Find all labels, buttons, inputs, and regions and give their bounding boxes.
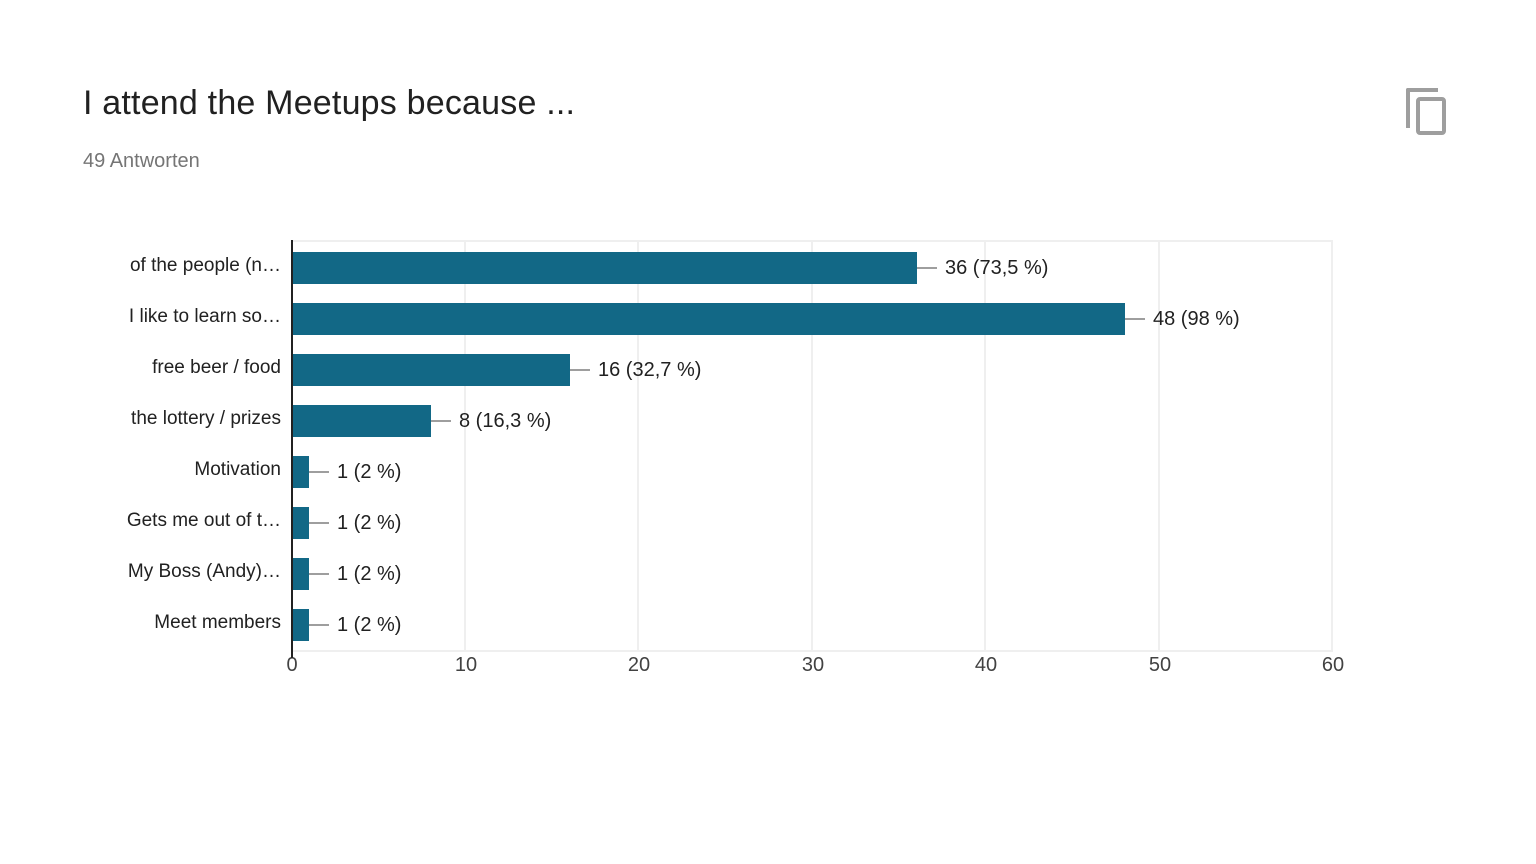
gridline <box>464 242 466 650</box>
gridline <box>1331 242 1333 650</box>
category-label: free beer / food <box>152 356 281 378</box>
leader-line <box>309 522 329 524</box>
copy-icon-back-sheet <box>1406 88 1438 128</box>
leader-line <box>570 369 590 371</box>
category-label: I like to learn so… <box>128 305 281 327</box>
response-count: 49 Antworten <box>83 150 200 172</box>
x-tick-label: 50 <box>1148 654 1172 676</box>
leader-line <box>309 471 329 473</box>
bar <box>292 303 1125 335</box>
value-label: 48 (98 %) <box>1153 308 1240 330</box>
bar <box>292 609 309 641</box>
x-axis: 0 10 20 30 40 50 60 <box>0 654 1536 694</box>
y-axis-line <box>291 240 293 658</box>
x-tick-label: 0 <box>286 654 298 676</box>
value-label: 36 (73,5 %) <box>945 257 1049 279</box>
value-label: 16 (32,7 %) <box>598 359 702 381</box>
category-label: of the people (n… <box>129 254 281 276</box>
bar <box>292 507 309 539</box>
bar <box>292 405 431 437</box>
x-tick-label: 30 <box>801 654 825 676</box>
plot-area: 36 (73,5 %) 48 (98 %) 16 (32,7 %) 8 (16,3 %… <box>292 240 1333 652</box>
bar <box>292 252 917 284</box>
gridline <box>637 242 639 650</box>
value-label: 8 (16,3 %) <box>459 410 552 432</box>
leader-line <box>309 573 329 575</box>
category-label: the lottery / prizes <box>131 407 281 429</box>
gridline <box>984 242 986 650</box>
x-tick-label: 40 <box>974 654 998 676</box>
leader-line <box>431 420 451 422</box>
bar <box>292 456 309 488</box>
category-label: Meet members <box>154 611 281 633</box>
category-label: Gets me out of t… <box>126 509 281 531</box>
leader-line <box>1125 318 1145 320</box>
bar <box>292 558 309 590</box>
value-label: 1 (2 %) <box>337 563 402 585</box>
copy-icon[interactable] <box>1406 88 1452 140</box>
bar-chart: 36 (73,5 %) 48 (98 %) 16 (32,7 %) 8 (16,3 %… <box>0 240 1536 710</box>
page-title: I attend the Meetups because ... <box>83 84 576 122</box>
leader-line <box>309 624 329 626</box>
value-label: 1 (2 %) <box>337 512 402 534</box>
value-label: 1 (2 %) <box>337 614 402 636</box>
x-tick-label: 20 <box>627 654 651 676</box>
gridline <box>1158 242 1160 650</box>
gridline <box>811 242 813 650</box>
category-label: Motivation <box>194 458 281 480</box>
x-tick-label: 60 <box>1321 654 1345 676</box>
category-axis: of the people (n… I like to learn so… free… <box>0 240 287 648</box>
category-label: My Boss (Andy)… <box>127 560 281 582</box>
copy-icon-front-sheet <box>1416 97 1446 135</box>
value-label: 1 (2 %) <box>337 461 402 483</box>
bar <box>292 354 570 386</box>
x-tick-label: 10 <box>454 654 478 676</box>
leader-line <box>917 267 937 269</box>
